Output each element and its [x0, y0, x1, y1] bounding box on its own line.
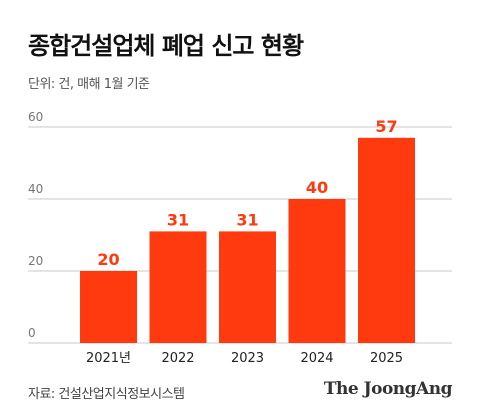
chart-subtitle: 단위: 건, 매해 1월 기준	[28, 77, 150, 92]
x-tick-label: 2022	[161, 351, 194, 366]
x-tick-label: 2021년	[86, 351, 131, 366]
bar-value-label: 57	[375, 117, 397, 136]
bar	[149, 231, 207, 343]
bar-value-label: 20	[97, 250, 119, 269]
x-tick-label: 2024	[300, 351, 333, 366]
bar	[288, 199, 346, 343]
y-tick-label: 40	[28, 182, 43, 196]
y-tick-label: 0	[28, 326, 36, 340]
bar-value-label: 40	[306, 178, 328, 197]
bar-value-label: 31	[167, 210, 189, 229]
bar-value-label: 31	[236, 210, 258, 229]
y-tick-label: 20	[28, 254, 43, 268]
source-note: 자료: 건설산업지식정보시스템	[28, 387, 185, 402]
bar	[80, 271, 137, 343]
bar	[358, 137, 415, 343]
x-tick-label: 2023	[231, 351, 264, 366]
bar	[219, 231, 276, 343]
chart-title: 종합건설업체 폐업 신고 현황	[28, 32, 304, 60]
y-tick-label: 60	[28, 110, 43, 124]
x-tick-label: 2025	[370, 351, 403, 366]
brand-logo: The JoongAng	[323, 379, 453, 399]
